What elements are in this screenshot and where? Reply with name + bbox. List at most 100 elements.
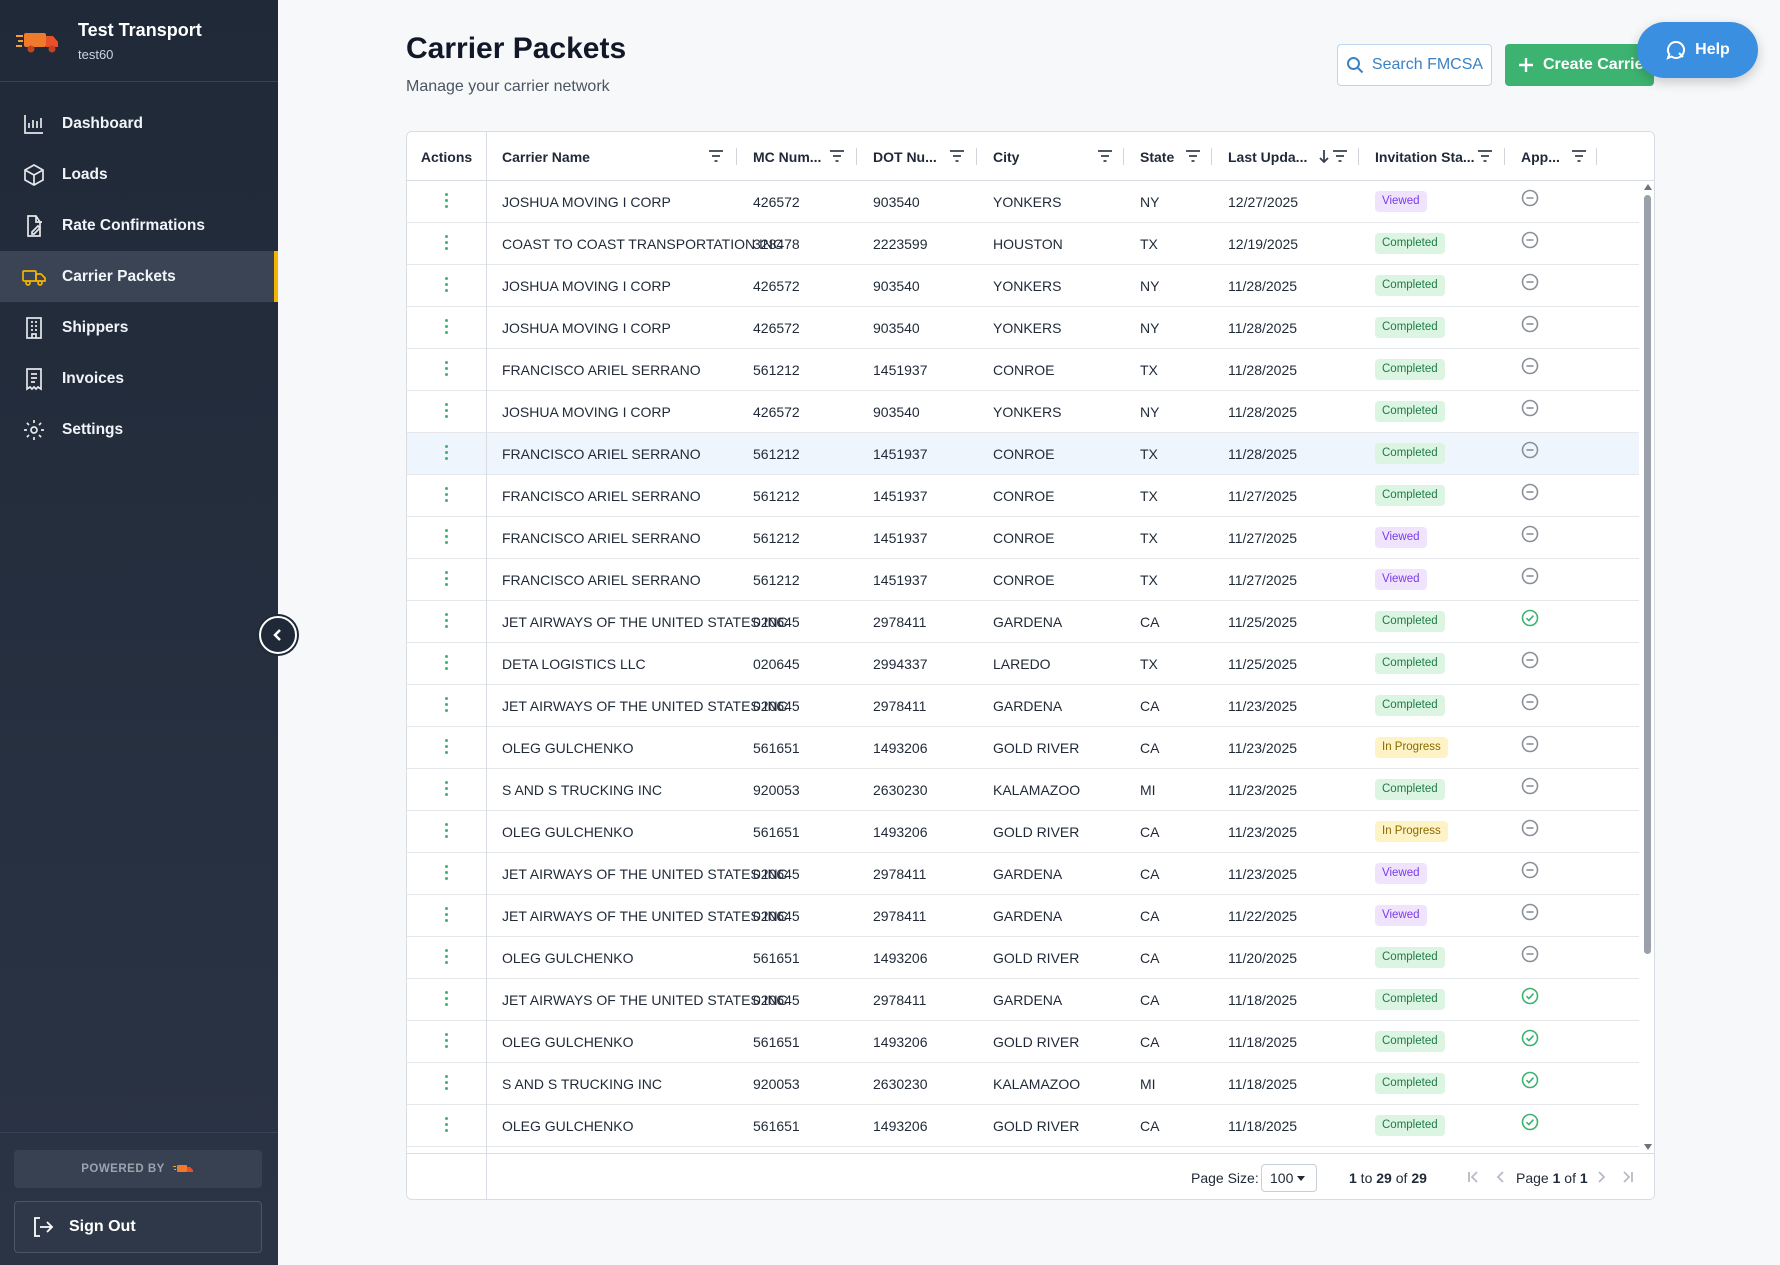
col-header-approved[interactable]: App... (1505, 132, 1597, 181)
more-actions-icon[interactable] (441, 571, 451, 589)
more-actions-icon[interactable] (441, 319, 451, 337)
vertical-scrollbar[interactable] (1642, 181, 1654, 1153)
filter-icon[interactable] (1185, 149, 1201, 163)
column-separator[interactable] (1123, 148, 1124, 165)
sidebar: Test Transport test60 Dashboard Loads Ra… (0, 0, 278, 1265)
scroll-up-arrow-icon[interactable] (1644, 184, 1652, 190)
more-actions-icon[interactable] (441, 277, 451, 295)
table-row[interactable]: DETA LOGISTICS LLC 020645 2994337 LAREDO TX 1… (407, 643, 1639, 685)
column-separator[interactable] (856, 148, 857, 165)
more-actions-icon[interactable] (441, 949, 451, 967)
column-separator[interactable] (1358, 148, 1359, 165)
col-header-invitation-status[interactable]: Invitation Sta... (1359, 132, 1505, 181)
more-actions-icon[interactable] (441, 613, 451, 631)
sidebar-item-carrier-packets[interactable]: Carrier Packets (0, 251, 278, 302)
last-page-button[interactable] (1618, 1167, 1638, 1187)
first-page-button[interactable] (1463, 1167, 1483, 1187)
column-separator[interactable] (976, 148, 977, 165)
status-badge: Completed (1375, 653, 1445, 674)
sidebar-item-loads[interactable]: Loads (0, 149, 278, 200)
more-actions-icon[interactable] (441, 235, 451, 253)
more-actions-icon[interactable] (441, 529, 451, 547)
more-actions-icon[interactable] (441, 1075, 451, 1093)
more-actions-icon[interactable] (441, 991, 451, 1009)
filter-icon[interactable] (949, 149, 965, 163)
more-actions-icon[interactable] (441, 361, 451, 379)
table-row[interactable]: FRANCISCO ARIEL SERRANO 561212 1451937 CONR… (407, 433, 1639, 475)
more-actions-icon[interactable] (441, 1117, 451, 1135)
more-actions-icon[interactable] (441, 781, 451, 799)
table-row[interactable]: JET AIRWAYS OF THE UNITED STATES INC 0206… (407, 979, 1639, 1021)
filter-icon[interactable] (1571, 149, 1587, 163)
state-cell: CA (1140, 1033, 1160, 1050)
col-header-city[interactable]: City (977, 132, 1124, 181)
table-row[interactable]: FRANCISCO ARIEL SERRANO 561212 1451937 CONR… (407, 559, 1639, 601)
col-header-last-updated[interactable]: Last Upda... (1212, 132, 1359, 181)
table-row[interactable]: JET AIRWAYS OF THE UNITED STATES INC 0206… (407, 685, 1639, 727)
more-actions-icon[interactable] (441, 445, 451, 463)
status-badge: Completed (1375, 1115, 1445, 1136)
table-row[interactable]: OLEG GULCHENKO 561651 1493206 GOLD RIVER CA 1… (407, 727, 1639, 769)
table-row[interactable]: JOSHUA MOVING I CORP 426572 903540 YONKERS N… (407, 265, 1639, 307)
more-actions-icon[interactable] (441, 487, 451, 505)
table-row[interactable]: JET AIRWAYS OF THE UNITED STATES INC 0206… (407, 601, 1639, 643)
sidebar-item-rate-confirmations[interactable]: Rate Confirmations (0, 200, 278, 251)
column-separator[interactable] (1596, 148, 1597, 165)
brand[interactable]: Test Transport test60 (0, 0, 278, 82)
col-header-mc-number[interactable]: MC Num... (737, 132, 857, 181)
table-row[interactable]: FRANCISCO ARIEL SERRANO 561212 1451937 CONR… (407, 349, 1639, 391)
table-row[interactable]: OLEG GULCHENKO 561651 1493206 GOLD RIVER CA 1… (407, 811, 1639, 853)
table-row[interactable]: JOSHUA MOVING I CORP 426572 903540 YONKERS N… (407, 181, 1639, 223)
collapse-sidebar-button[interactable] (259, 616, 297, 654)
table-row[interactable]: FRANCISCO ARIEL SERRANO 561212 1451937 CONR… (407, 475, 1639, 517)
filter-icon[interactable] (1097, 149, 1113, 163)
table-row[interactable]: JET AIRWAYS OF THE UNITED STATES INC 0206… (407, 895, 1639, 937)
sort-desc-icon[interactable] (1318, 149, 1330, 164)
sidebar-item-shippers[interactable]: Shippers (0, 302, 278, 353)
table-row[interactable]: JET AIRWAYS OF THE UNITED STATES INC 0206… (407, 853, 1639, 895)
sidebar-item-settings[interactable]: Settings (0, 404, 278, 455)
create-carrier-button[interactable]: Create Carrier (1505, 44, 1654, 86)
column-separator[interactable] (1504, 148, 1505, 165)
more-actions-icon[interactable] (441, 907, 451, 925)
table-row[interactable]: S AND S TRUCKING INC 920053 2630230 KALAMAZ… (407, 1063, 1639, 1105)
table-row[interactable]: JOSHUA MOVING I CORP 426572 903540 YONKERS N… (407, 391, 1639, 433)
scroll-thumb[interactable] (1644, 195, 1651, 954)
column-separator[interactable] (736, 148, 737, 165)
filter-icon[interactable] (1477, 149, 1493, 163)
table-row[interactable]: S AND S TRUCKING INC 920053 2630230 KALAMAZ… (407, 769, 1639, 811)
more-actions-icon[interactable] (441, 697, 451, 715)
more-actions-icon[interactable] (441, 739, 451, 757)
sidebar-item-invoices[interactable]: Invoices (0, 353, 278, 404)
table-row[interactable]: OLEG GULCHENKO 561651 1493206 GOLD RIVER CA 1… (407, 937, 1639, 979)
prev-page-button[interactable] (1491, 1167, 1511, 1187)
filter-icon[interactable] (829, 149, 845, 163)
col-header-state[interactable]: State (1124, 132, 1212, 181)
filter-icon[interactable] (1332, 149, 1348, 163)
sign-out-button[interactable]: Sign Out (14, 1201, 262, 1253)
carrier-name-cell: FRANCISCO ARIEL SERRANO (502, 571, 701, 588)
last-updated-cell: 12/27/2025 (1228, 193, 1299, 210)
next-page-button[interactable] (1591, 1167, 1611, 1187)
more-actions-icon[interactable] (441, 403, 451, 421)
col-header-carrier-name[interactable]: Carrier Name (486, 132, 737, 181)
more-actions-icon[interactable] (441, 1033, 451, 1051)
table-row[interactable]: JOSHUA MOVING I CORP 426572 903540 YONKERS N… (407, 307, 1639, 349)
scroll-down-arrow-icon[interactable] (1644, 1144, 1652, 1150)
column-separator[interactable] (1211, 148, 1212, 165)
col-header-dot-number[interactable]: DOT Nu... (857, 132, 977, 181)
col-header-label: DOT Nu... (873, 148, 937, 165)
filter-icon[interactable] (708, 149, 724, 163)
page-size-select[interactable]: 100 (1261, 1164, 1317, 1192)
more-actions-icon[interactable] (441, 193, 451, 211)
table-row[interactable]: OLEG GULCHENKO 561651 1493206 GOLD RIVER CA 1… (407, 1105, 1639, 1147)
sidebar-item-dashboard[interactable]: Dashboard (0, 98, 278, 149)
table-row[interactable]: COAST TO COAST TRANSPORTATION INC 328478 2… (407, 223, 1639, 265)
more-actions-icon[interactable] (441, 823, 451, 841)
table-row[interactable]: FRANCISCO ARIEL SERRANO 561212 1451937 CONR… (407, 517, 1639, 559)
more-actions-icon[interactable] (441, 655, 451, 673)
help-button[interactable]: Help (1637, 22, 1758, 78)
table-row[interactable]: OLEG GULCHENKO 561651 1493206 GOLD RIVER CA 1… (407, 1021, 1639, 1063)
more-actions-icon[interactable] (441, 865, 451, 883)
search-fmcsa-button[interactable]: Search FMCSA (1337, 44, 1492, 86)
